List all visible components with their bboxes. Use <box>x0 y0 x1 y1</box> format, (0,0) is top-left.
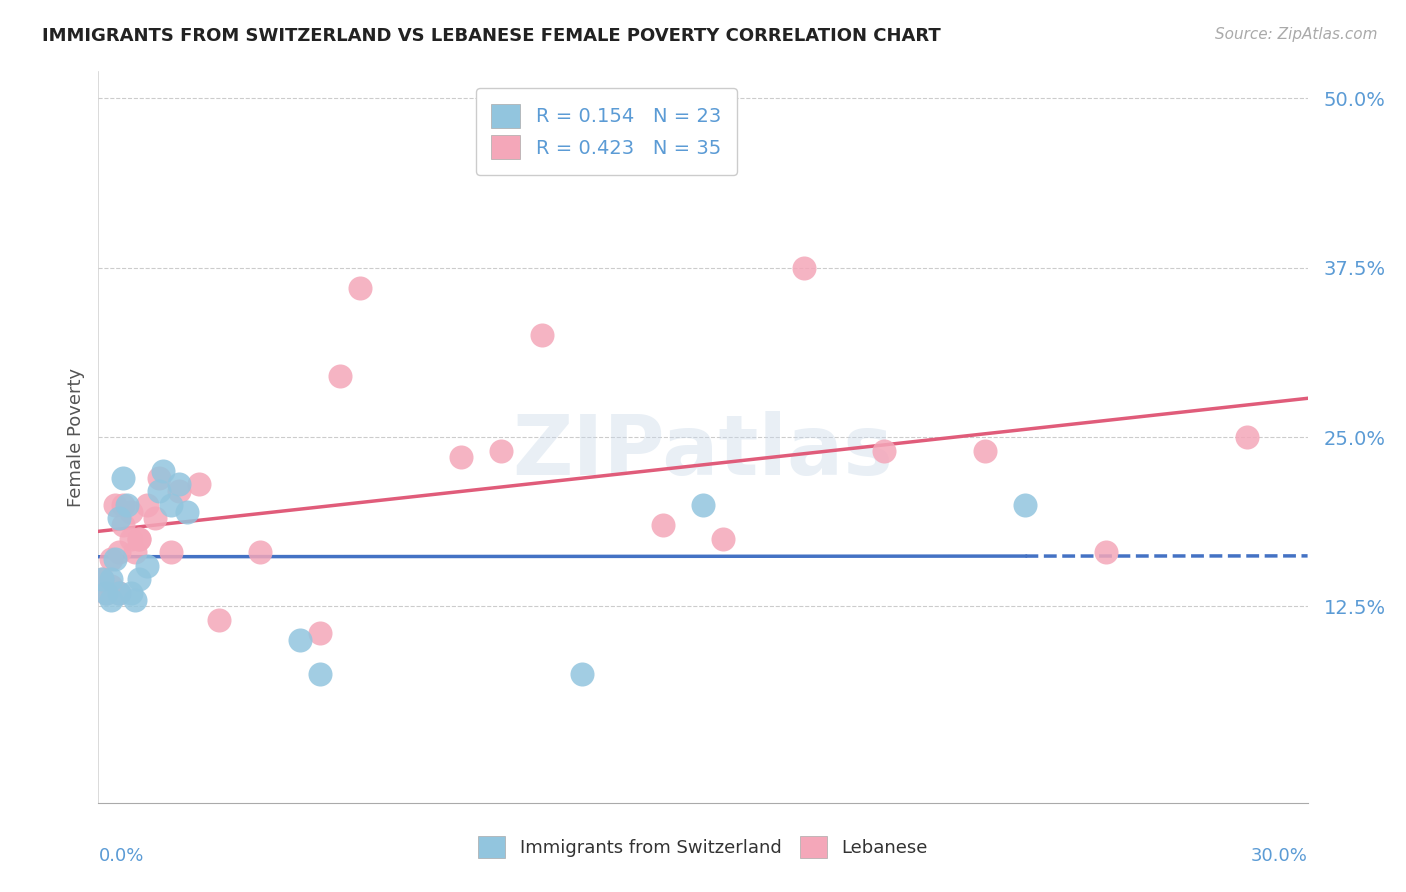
Point <box>188 477 211 491</box>
Point <box>530 328 553 343</box>
Point <box>329 369 352 384</box>
Point <box>128 532 150 546</box>
Point <box>128 572 150 586</box>
Point <box>450 450 472 465</box>
Point <box>124 592 146 607</box>
Point <box>111 518 134 533</box>
Point <box>115 498 138 512</box>
Legend: Immigrants from Switzerland, Lebanese: Immigrants from Switzerland, Lebanese <box>470 827 936 867</box>
Point <box>91 572 114 586</box>
Point <box>100 572 122 586</box>
Point <box>107 511 129 525</box>
Point <box>309 667 332 681</box>
Point <box>107 586 129 600</box>
Point <box>107 545 129 559</box>
Point <box>176 505 198 519</box>
Point <box>309 626 332 640</box>
Point <box>91 572 114 586</box>
Point <box>651 518 673 533</box>
Point <box>152 464 174 478</box>
Point <box>148 471 170 485</box>
Point <box>120 505 142 519</box>
Point <box>1095 545 1118 559</box>
Point <box>100 592 122 607</box>
Point <box>249 545 271 559</box>
Point <box>111 471 134 485</box>
Point <box>692 498 714 512</box>
Point <box>143 511 166 525</box>
Y-axis label: Female Poverty: Female Poverty <box>66 368 84 507</box>
Point <box>120 586 142 600</box>
Point <box>288 633 311 648</box>
Text: Source: ZipAtlas.com: Source: ZipAtlas.com <box>1215 27 1378 42</box>
Point <box>103 498 125 512</box>
Point <box>107 586 129 600</box>
Point <box>135 498 157 512</box>
Point <box>111 498 134 512</box>
Text: 0.0%: 0.0% <box>98 847 143 864</box>
Point <box>349 281 371 295</box>
Point <box>873 443 896 458</box>
Point <box>167 477 190 491</box>
Point <box>148 484 170 499</box>
Point <box>120 532 142 546</box>
Point <box>100 579 122 593</box>
Point <box>160 498 183 512</box>
Point <box>1014 498 1036 512</box>
Point <box>793 260 815 275</box>
Point <box>96 586 118 600</box>
Point <box>135 558 157 573</box>
Point <box>100 552 122 566</box>
Point <box>167 484 190 499</box>
Text: IMMIGRANTS FROM SWITZERLAND VS LEBANESE FEMALE POVERTY CORRELATION CHART: IMMIGRANTS FROM SWITZERLAND VS LEBANESE … <box>42 27 941 45</box>
Point <box>208 613 231 627</box>
Text: ZIPatlas: ZIPatlas <box>513 411 893 492</box>
Point <box>96 586 118 600</box>
Point <box>103 552 125 566</box>
Point <box>124 545 146 559</box>
Text: 30.0%: 30.0% <box>1251 847 1308 864</box>
Point <box>128 532 150 546</box>
Point <box>571 667 593 681</box>
Point <box>491 443 513 458</box>
Point <box>974 443 997 458</box>
Point <box>711 532 734 546</box>
Point <box>1236 430 1258 444</box>
Point <box>160 545 183 559</box>
